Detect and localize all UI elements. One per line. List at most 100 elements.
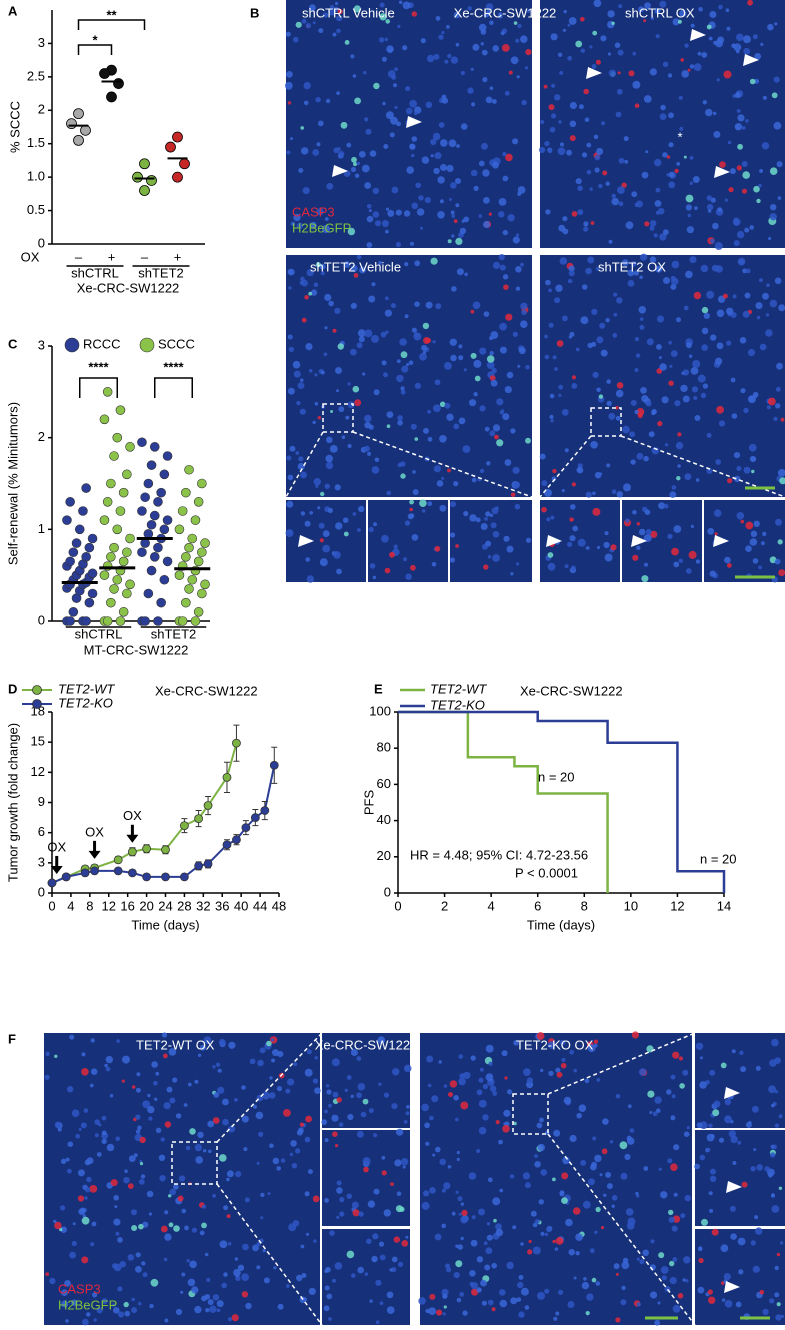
data-point	[180, 872, 189, 882]
cell	[346, 1250, 355, 1259]
cell	[168, 1048, 177, 1056]
cell	[701, 52, 708, 58]
cell	[338, 406, 345, 413]
data-point	[250, 813, 260, 822]
cell	[571, 565, 576, 571]
cell	[368, 295, 376, 303]
cell	[759, 343, 767, 351]
cell	[584, 117, 590, 122]
cell	[305, 343, 313, 351]
data-point	[194, 814, 204, 823]
cell	[385, 111, 394, 120]
cell	[441, 97, 449, 104]
significance-label: ****	[163, 359, 184, 374]
cell	[117, 1237, 123, 1243]
cell	[45, 1272, 50, 1276]
cell	[482, 543, 488, 550]
cell	[142, 1272, 148, 1278]
cell	[489, 513, 494, 517]
cell	[557, 52, 563, 57]
cell	[381, 1170, 387, 1176]
cell	[569, 1134, 577, 1143]
x-tick-label: 28	[177, 898, 191, 913]
cell	[657, 1301, 661, 1305]
cell	[373, 1188, 380, 1195]
cell	[367, 451, 372, 456]
cell	[780, 1241, 784, 1245]
cell	[81, 1216, 90, 1225]
cell	[306, 1049, 312, 1055]
cell	[663, 229, 669, 236]
cell	[381, 534, 389, 543]
cell	[427, 501, 433, 507]
cell	[740, 388, 746, 394]
cell	[503, 284, 509, 291]
cell	[724, 1300, 733, 1308]
cell	[559, 70, 564, 75]
cell	[611, 193, 616, 199]
cell	[297, 382, 305, 389]
cell	[774, 1292, 780, 1298]
cell	[460, 1101, 469, 1110]
cell	[499, 1299, 508, 1308]
arrowhead	[546, 535, 562, 547]
cell	[54, 1121, 62, 1129]
cell	[373, 522, 377, 527]
cell	[296, 1129, 303, 1136]
cell	[516, 75, 520, 79]
cell	[288, 1223, 297, 1232]
y-tick-label: 3	[38, 337, 45, 352]
cell	[713, 509, 722, 517]
cell	[363, 445, 370, 452]
cell	[113, 1263, 122, 1272]
cell	[541, 506, 547, 513]
cell	[75, 1134, 80, 1139]
cell	[237, 1264, 245, 1272]
cell	[223, 1272, 228, 1277]
cell	[482, 77, 488, 83]
cell	[742, 188, 747, 194]
cell	[644, 509, 651, 515]
y-tick-label: 12	[31, 764, 45, 779]
cell	[356, 1130, 364, 1138]
cell	[706, 195, 712, 201]
cell	[427, 409, 431, 414]
cell	[554, 297, 561, 304]
group-label: shTET2	[138, 265, 184, 280]
cell	[353, 162, 357, 167]
cell	[202, 1204, 206, 1209]
data-point	[153, 616, 163, 626]
data-point	[112, 524, 123, 535]
cell	[473, 185, 479, 191]
cell	[195, 1156, 203, 1164]
data-point	[203, 801, 213, 810]
cell	[483, 12, 490, 18]
cell	[428, 1307, 437, 1315]
cell	[575, 178, 582, 185]
cell	[512, 236, 520, 244]
cell	[743, 407, 749, 414]
cell	[545, 209, 551, 215]
cell	[685, 194, 694, 203]
cell	[180, 1290, 184, 1294]
cell	[524, 1182, 531, 1189]
data-point	[181, 597, 191, 608]
cell	[568, 1249, 575, 1256]
cell	[186, 1259, 190, 1263]
cell	[293, 1062, 298, 1067]
cell	[520, 262, 524, 267]
cell	[674, 168, 679, 174]
x-tick-label: 8	[581, 898, 588, 913]
cell	[395, 241, 401, 248]
cell	[744, 292, 751, 299]
cell	[546, 517, 551, 522]
data-point	[193, 556, 204, 567]
cell	[304, 1136, 311, 1143]
cell	[724, 556, 731, 564]
cell	[323, 352, 328, 357]
cell	[544, 334, 548, 339]
cell	[562, 28, 567, 32]
legend-swatch	[139, 337, 155, 353]
cell	[515, 38, 520, 43]
cell	[453, 11, 461, 19]
